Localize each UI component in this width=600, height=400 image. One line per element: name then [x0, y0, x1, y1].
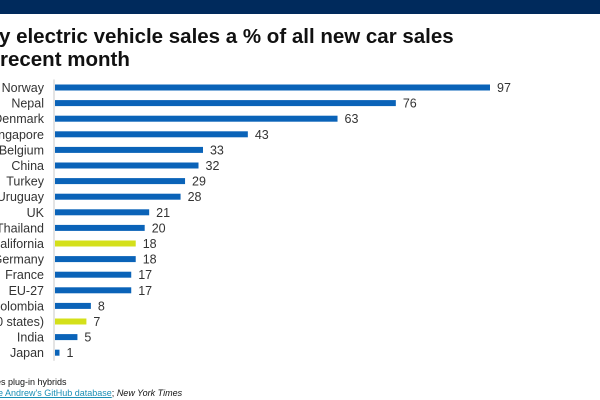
bar-germany [55, 256, 136, 263]
bar-nepal [55, 100, 396, 107]
category-label: Turkey [6, 175, 44, 189]
value-label: 18 [143, 237, 157, 251]
bar-thailand [55, 224, 145, 231]
title-line-2: recent month [0, 48, 130, 71]
category-label: UK [27, 206, 45, 220]
bar-eu-27 [55, 287, 132, 294]
value-label: 29 [192, 175, 206, 189]
bar-france [55, 271, 132, 278]
value-label: 7 [93, 315, 100, 329]
source-line: ie Andrew's GitHub database; New York Ti… [0, 388, 182, 398]
bar-belgium [55, 146, 203, 153]
value-label: 97 [497, 81, 511, 95]
source-extra: New York Times [116, 388, 183, 398]
bar-colombia [55, 302, 91, 309]
category-label: Thailand [0, 221, 44, 235]
value-label: 76 [403, 97, 417, 111]
category-label: ingapore [0, 128, 44, 142]
category-label: EU-27 [9, 284, 44, 298]
value-label: 21 [156, 206, 170, 220]
bar-japan [55, 349, 60, 356]
chart-title: ry electric vehicle sales a % of all new… [0, 25, 454, 71]
value-label: 32 [206, 159, 220, 173]
category-label: Japan [10, 346, 44, 360]
bar-india [55, 334, 78, 341]
value-label: 17 [138, 268, 152, 282]
category-label: Norway [2, 81, 45, 95]
category-label: Nepal [11, 97, 44, 111]
category-label: Denmark [0, 112, 45, 126]
bar-0-states- [55, 318, 87, 325]
bar-uruguay [55, 193, 181, 200]
bar-china [55, 162, 199, 169]
category-label: Uruguay [0, 190, 45, 204]
category-label: India [17, 331, 44, 345]
category-label: Colombia [0, 299, 44, 313]
bar-turkey [55, 178, 186, 185]
value-label: 1 [66, 346, 73, 360]
category-label: China [11, 159, 44, 173]
category-label: 0 states) [0, 315, 44, 329]
source-separator: ; [111, 388, 117, 398]
value-label: 28 [188, 190, 202, 204]
value-label: 20 [152, 221, 166, 235]
footnote: es plug-in hybrids [0, 377, 67, 387]
source-link[interactable]: ie Andrew's GitHub database [0, 388, 112, 398]
category-label: Belgium [0, 143, 44, 157]
bar-ingapore [55, 131, 248, 138]
bar-california [55, 240, 136, 247]
value-label: 5 [84, 331, 91, 345]
bar-denmark [55, 115, 338, 122]
bar-norway [55, 84, 490, 91]
category-label: Germany [0, 253, 45, 267]
value-label: 17 [138, 284, 152, 298]
bar-uk [55, 209, 150, 216]
category-label: France [5, 268, 44, 282]
category-label: California [0, 237, 44, 251]
top-banner [0, 0, 600, 14]
value-label: 33 [210, 143, 224, 157]
title-line-1: ry electric vehicle sales a % of all new… [0, 25, 454, 48]
value-label: 63 [345, 112, 359, 126]
value-label: 8 [98, 299, 105, 313]
value-label: 18 [143, 253, 157, 267]
value-label: 43 [255, 128, 269, 142]
